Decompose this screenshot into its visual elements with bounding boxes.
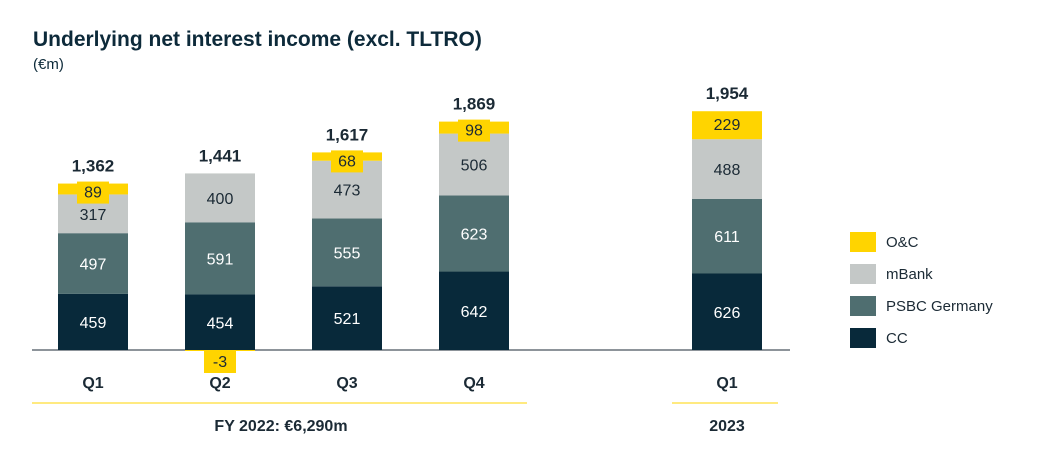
value-label-oc-5: 229 <box>714 117 741 134</box>
bar-cc-3 <box>312 286 382 350</box>
legend-item-cc: CC <box>850 322 993 354</box>
value-label-mbank-2: 400 <box>207 191 234 208</box>
value-label-cc-2: 454 <box>207 315 234 332</box>
value-tag-oc-3 <box>331 150 363 173</box>
value-tag-oc-4 <box>458 119 490 142</box>
legend-swatch-oc <box>850 232 876 252</box>
value-label-cc-3: 521 <box>334 311 361 328</box>
total-label-4: 1,869 <box>453 95 496 114</box>
bar-cc-5 <box>692 273 762 350</box>
total-label-1: 1,362 <box>72 157 115 176</box>
value-label-cc-4: 642 <box>461 304 488 321</box>
value-label-oc-1: 89 <box>84 185 102 202</box>
value-label-psbc-germany-4: 623 <box>461 226 488 243</box>
value-label-mbank-1: 317 <box>80 207 107 224</box>
value-label-cc-1: 459 <box>80 315 107 332</box>
bar-mbank-2 <box>185 173 255 223</box>
bar-oc-2 <box>185 350 255 351</box>
value-label-mbank-3: 473 <box>334 183 361 200</box>
bar-psbc-germany-2 <box>185 222 255 295</box>
value-label-cc-5: 626 <box>714 305 741 322</box>
value-label-psbc-germany-2: 591 <box>207 251 234 268</box>
period-label-fy2022: FY 2022: €6,290m <box>214 418 347 435</box>
bar-psbc-germany-3 <box>312 218 382 287</box>
legend-swatch-mbank <box>850 264 876 284</box>
value-tag-oc-2 <box>204 351 236 373</box>
category-label-3: Q3 <box>336 375 357 392</box>
value-tag-oc-1 <box>77 181 109 204</box>
chart-title: Underlying net interest income (excl. TL… <box>33 28 482 51</box>
total-label-3: 1,617 <box>326 125 369 144</box>
bar-psbc-germany-5 <box>692 198 762 274</box>
total-label-5: 1,954 <box>706 84 749 103</box>
period-label-2023: 2023 <box>709 418 745 435</box>
value-tag-oc-5 <box>706 114 748 137</box>
bar-mbank-4 <box>439 133 509 196</box>
category-label-2: Q2 <box>209 375 230 392</box>
value-label-psbc-germany-1: 497 <box>80 257 107 274</box>
chart-legend: O&C mBank PSBC Germany CC <box>850 226 993 354</box>
legend-swatch-cc <box>850 328 876 348</box>
legend-item-oc: O&C <box>850 226 993 258</box>
bar-cc-1 <box>58 293 128 350</box>
category-label-4: Q4 <box>463 375 484 392</box>
category-label-5: Q1 <box>716 375 737 392</box>
value-label-oc-2: -3 <box>213 354 227 371</box>
bar-mbank-5 <box>692 139 762 199</box>
legend-label-cc: CC <box>886 329 908 347</box>
value-label-oc-3: 68 <box>338 153 356 170</box>
value-label-psbc-germany-3: 555 <box>334 245 361 262</box>
legend-item-psbc-germany: PSBC Germany <box>850 290 993 322</box>
legend-label-mbank: mBank <box>886 265 933 283</box>
legend-item-mbank: mBank <box>850 258 993 290</box>
value-label-psbc-germany-5: 611 <box>714 229 740 246</box>
value-label-mbank-4: 506 <box>461 158 488 175</box>
bar-psbc-germany-4 <box>439 195 509 272</box>
value-label-mbank-5: 488 <box>714 162 741 179</box>
bar-psbc-germany-1 <box>58 233 128 294</box>
value-label-oc-4: 98 <box>465 123 483 140</box>
legend-swatch-psbc-germany <box>850 296 876 316</box>
total-label-2: 1,441 <box>199 146 242 165</box>
legend-label-psbc-germany: PSBC Germany <box>886 297 993 315</box>
category-label-1: Q1 <box>82 375 103 392</box>
bar-cc-4 <box>439 271 509 350</box>
bar-cc-2 <box>185 294 255 350</box>
chart-unit-subtitle: (€m) <box>33 56 64 73</box>
legend-label-oc: O&C <box>886 233 919 251</box>
